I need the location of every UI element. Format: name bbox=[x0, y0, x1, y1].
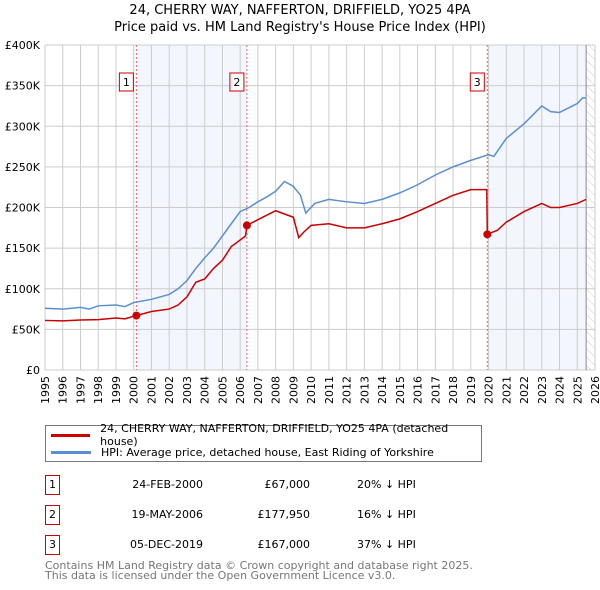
x-tick-label: 2001 bbox=[145, 376, 158, 404]
x-tick-label: 2005 bbox=[216, 376, 229, 404]
legend-line-blue bbox=[51, 450, 91, 454]
sale-marker-box bbox=[469, 72, 485, 92]
sale-marker-box bbox=[229, 72, 245, 92]
x-tick-label: 2010 bbox=[305, 376, 318, 404]
sale-row: 2 19-MAY-2006 £177,950 16% ↓ HPI bbox=[45, 505, 445, 525]
sale-marker-label: 3 bbox=[474, 76, 481, 89]
x-tick-label: 2020 bbox=[483, 376, 496, 404]
chart: 1995 1996 1997 1998 1999 2000 2001 2002 2003 2004… bbox=[5, 39, 600, 404]
x-tick-label: 2017 bbox=[429, 376, 442, 404]
sale-point bbox=[132, 311, 141, 320]
x-tick-label: 1998 bbox=[92, 376, 105, 404]
sale-marker: 2 bbox=[45, 505, 60, 525]
x-tick-label: 2003 bbox=[181, 376, 194, 404]
x-tick-label: 2011 bbox=[323, 376, 336, 404]
sale-marker-label: 2 bbox=[233, 76, 240, 89]
sale-hpi: 37% ↓ HPI bbox=[357, 538, 416, 551]
x-tick-label: 2016 bbox=[412, 376, 425, 404]
x-tick-label: 1995 bbox=[39, 376, 52, 404]
x-tick-label: 2026 bbox=[589, 376, 600, 404]
x-tick-label: 2014 bbox=[376, 376, 389, 404]
x-tick-label: 1996 bbox=[57, 376, 70, 404]
legend-line-red bbox=[51, 433, 91, 437]
sale-row: 1 24-FEB-2000 £67,000 20% ↓ HPI bbox=[45, 475, 445, 495]
x-tick-label: 2023 bbox=[536, 376, 549, 404]
x-tick-label: 2012 bbox=[341, 376, 354, 404]
legend: 24, CHERRY WAY, NAFFERTON, DRIFFIELD, YO… bbox=[45, 422, 482, 462]
property-price-line bbox=[44, 188, 587, 322]
x-tick-label: 2022 bbox=[518, 376, 531, 404]
sale-price: £167,000 bbox=[257, 538, 311, 551]
x-tick-label: 1999 bbox=[110, 376, 123, 404]
y-tick-label: £400K bbox=[5, 39, 41, 52]
y-tick-label: £0 bbox=[26, 364, 40, 377]
y-tick-label: £350K bbox=[5, 80, 41, 93]
x-tick-label: 2004 bbox=[199, 376, 212, 404]
legend-label-hpi: HPI: Average price, detached house, East… bbox=[101, 445, 434, 459]
x-tick-label: 2021 bbox=[500, 376, 513, 404]
subtitle: Price paid vs. HM Land Registry's House … bbox=[114, 20, 486, 35]
hpi-line bbox=[44, 97, 587, 310]
x-tick-label: 2009 bbox=[287, 376, 300, 404]
sale-point bbox=[242, 221, 251, 230]
footer: Contains HM Land Registry data © Crown c… bbox=[45, 559, 473, 582]
chart-title: 24, CHERRY WAY, NAFFERTON, DRIFFIELD, YO… bbox=[0, 2, 600, 36]
sale-price: £67,000 bbox=[264, 478, 311, 491]
x-tick-label: 2000 bbox=[128, 376, 141, 404]
legend-label-property: 24, CHERRY WAY, NAFFERTON, DRIFFIELD, YO… bbox=[100, 422, 449, 448]
sale-marker: 1 bbox=[45, 475, 60, 495]
sale-date: 24-FEB-2000 bbox=[132, 478, 203, 491]
x-tick-label: 2019 bbox=[465, 376, 478, 404]
footer-line-1: Contains HM Land Registry data © Crown c… bbox=[45, 559, 473, 572]
footer-line-2: This data is licensed under the Open Gov… bbox=[45, 569, 396, 582]
y-tick-label: £200K bbox=[5, 202, 41, 215]
x-tick-label: 2018 bbox=[447, 376, 460, 404]
title: 24, CHERRY WAY, NAFFERTON, DRIFFIELD, YO… bbox=[129, 3, 471, 18]
sale-hpi: 20% ↓ HPI bbox=[357, 478, 416, 491]
sale-marker: 3 bbox=[45, 535, 60, 555]
y-tick-label: £100K bbox=[5, 283, 41, 296]
x-tick-label: 2002 bbox=[163, 376, 176, 404]
sale-price: £177,950 bbox=[257, 508, 311, 521]
x-tick-label: 2013 bbox=[358, 376, 371, 404]
x-tick-label: 1997 bbox=[74, 376, 87, 404]
y-tick-label: £50K bbox=[12, 323, 41, 336]
y-tick-label: £250K bbox=[5, 161, 41, 174]
x-tick-label: 2006 bbox=[234, 376, 247, 404]
sale-date: 19-MAY-2006 bbox=[131, 508, 203, 521]
x-tick-label: 2015 bbox=[394, 376, 407, 404]
sale-date: 05-DEC-2019 bbox=[129, 538, 203, 551]
sale-marker-box bbox=[118, 72, 134, 92]
y-tick-label: £300K bbox=[5, 120, 41, 133]
x-tick-label: 2025 bbox=[571, 376, 584, 404]
y-tick-label: £150K bbox=[5, 242, 41, 255]
sale-hpi: 16% ↓ HPI bbox=[357, 508, 416, 521]
sale-point bbox=[483, 230, 492, 239]
sale-row: 3 05-DEC-2019 £167,000 37% ↓ HPI bbox=[45, 535, 445, 555]
x-tick-label: 2007 bbox=[252, 376, 265, 404]
sale-marker-label: 1 bbox=[123, 76, 130, 89]
x-tick-label: 2008 bbox=[270, 376, 283, 404]
x-tick-label: 2024 bbox=[554, 376, 567, 404]
